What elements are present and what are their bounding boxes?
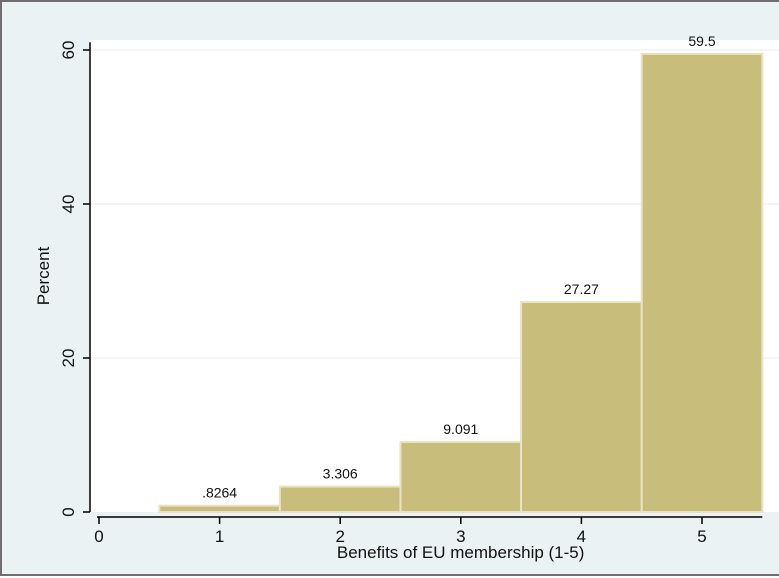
bar-label-2: 3.306 (323, 466, 358, 482)
bar-1 (158, 504, 281, 513)
y-axis-ticks: 0 20 40 60 (59, 41, 90, 517)
x-tick-label: 2 (335, 527, 344, 546)
bar-label-1: .8264 (202, 485, 237, 501)
bar-2 (278, 485, 402, 513)
y-tick-label: 40 (59, 195, 78, 214)
x-tick-label: 4 (577, 527, 586, 546)
x-tick-label: 3 (456, 527, 465, 546)
bar-5 (640, 52, 764, 513)
x-tick-label: 0 (94, 527, 103, 546)
bar-data-labels: .8264 3.306 9.091 27.27 59.5 (202, 33, 716, 501)
y-tick-label: 60 (59, 41, 78, 60)
x-tick-label: 5 (697, 527, 706, 546)
y-axis-title: Percent (34, 246, 53, 305)
y-tick-label: 20 (59, 349, 78, 368)
x-tick-label: 1 (215, 527, 224, 546)
y-tick-label: 0 (59, 507, 78, 516)
x-axis-ticks: 0 1 2 3 4 5 (94, 517, 707, 546)
x-axis-title: Benefits of EU membership (1-5) (337, 543, 585, 562)
bars (158, 52, 764, 513)
bar-label-3: 9.091 (443, 421, 478, 437)
bar-label-5: 59.5 (688, 33, 715, 49)
bar-4 (520, 301, 643, 513)
bar-3 (399, 440, 523, 513)
bar-label-4: 27.27 (564, 281, 599, 297)
